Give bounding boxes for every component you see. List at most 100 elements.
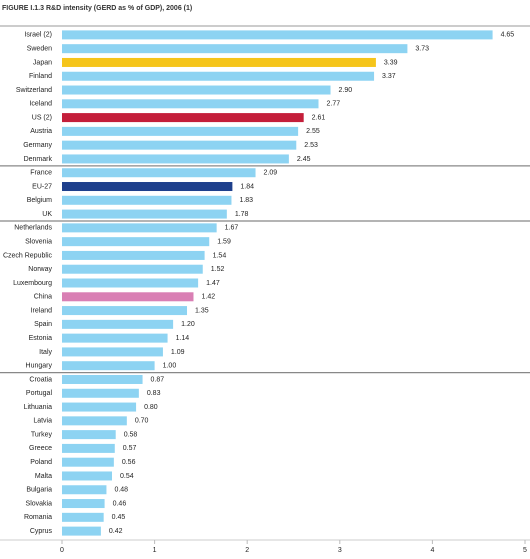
value-label: 1.59	[217, 238, 231, 245]
bar	[62, 319, 174, 329]
bar	[62, 182, 233, 192]
value-label: 0.80	[144, 404, 158, 411]
y-tick-label: Turkey	[31, 431, 53, 438]
bar	[62, 57, 376, 67]
value-label: 0.87	[151, 376, 165, 383]
value-label: 2.77	[327, 101, 341, 108]
y-tick-label: Hungary	[26, 363, 53, 370]
value-label: 0.46	[113, 500, 127, 507]
value-label: 1.00	[163, 363, 177, 370]
value-label: 0.56	[122, 459, 136, 466]
x-tick-label: 2	[245, 547, 249, 554]
value-label: 0.83	[147, 390, 161, 397]
bar	[62, 30, 493, 40]
value-label: 2.45	[297, 156, 311, 163]
value-label: 0.54	[120, 473, 134, 480]
bar	[62, 126, 299, 136]
bar	[62, 526, 101, 536]
bar	[62, 278, 199, 288]
y-tick-label: UK	[42, 211, 52, 218]
y-tick-label: Switzerland	[16, 87, 52, 94]
value-label: 3.39	[384, 59, 398, 66]
bar	[62, 402, 137, 412]
value-label: 2.09	[264, 170, 278, 177]
x-tick-label: 4	[430, 547, 434, 554]
value-label: 1.84	[240, 183, 254, 190]
bar	[62, 457, 114, 467]
y-tick-label: Malta	[35, 473, 52, 480]
value-label: 1.09	[171, 349, 185, 356]
y-tick-label: Ireland	[31, 307, 53, 314]
y-tick-label: Italy	[39, 349, 52, 356]
bar	[62, 250, 205, 260]
y-tick-label: Estonia	[29, 335, 52, 342]
y-tick-label: Japan	[33, 59, 52, 66]
value-label: 2.55	[306, 128, 320, 135]
x-tick-label: 0	[60, 547, 64, 554]
value-label: 0.58	[124, 431, 138, 438]
value-label: 2.90	[339, 87, 353, 94]
bar	[62, 140, 297, 150]
bar	[62, 306, 188, 316]
value-label: 1.20	[181, 321, 195, 328]
bar	[62, 154, 289, 164]
y-tick-label: Slovakia	[26, 500, 53, 507]
bar	[62, 347, 163, 357]
y-tick-label: Lithuania	[24, 404, 53, 411]
value-label: 4.65	[501, 32, 515, 39]
chart-title: FIGURE I.1.3 R&D intensity (GERD as % of…	[2, 5, 192, 12]
bar	[62, 333, 168, 343]
y-tick-label: China	[34, 294, 52, 301]
value-label: 1.14	[176, 335, 190, 342]
bar	[62, 485, 107, 495]
value-label: 2.61	[312, 114, 326, 121]
y-tick-label: Poland	[30, 459, 52, 466]
bar	[62, 361, 155, 371]
bar	[62, 388, 139, 398]
y-tick-label: Luxembourg	[13, 280, 52, 287]
y-tick-label: Finland	[29, 73, 52, 80]
bar	[62, 430, 116, 440]
bar	[62, 512, 104, 522]
y-tick-label: Belgium	[27, 197, 52, 204]
y-tick-label: Germany	[23, 142, 52, 149]
bar	[62, 237, 210, 247]
y-tick-label: Netherlands	[14, 225, 52, 232]
y-tick-label: Romania	[24, 514, 52, 521]
value-label: 2.53	[304, 142, 318, 149]
y-tick-label: Greece	[29, 445, 52, 452]
y-tick-label: Croatia	[29, 376, 52, 383]
y-tick-label: Austria	[30, 128, 52, 135]
bar	[62, 168, 256, 178]
y-tick-label: Latvia	[33, 418, 52, 425]
value-label: 1.54	[213, 252, 227, 259]
y-tick-label: Israel (2)	[24, 32, 52, 39]
y-tick-label: Slovenia	[25, 238, 52, 245]
bar	[62, 292, 194, 302]
x-tick-label: 1	[153, 547, 157, 554]
bar	[62, 416, 127, 426]
y-tick-label: Sweden	[27, 46, 52, 53]
value-label: 1.67	[225, 225, 239, 232]
x-tick-label: 3	[338, 547, 342, 554]
x-tick-label: 5	[523, 547, 527, 554]
bar	[62, 223, 217, 233]
bar	[62, 443, 115, 453]
value-label: 1.42	[201, 294, 215, 301]
value-label: 0.70	[135, 418, 149, 425]
y-tick-label: Norway	[28, 266, 52, 273]
bar	[62, 44, 408, 54]
bar	[62, 99, 319, 109]
value-label: 3.37	[382, 73, 396, 80]
value-label: 1.35	[195, 307, 209, 314]
bar	[62, 113, 304, 123]
y-tick-label: Bulgaria	[26, 487, 52, 494]
value-label: 0.57	[123, 445, 137, 452]
bar	[62, 71, 375, 81]
bar	[62, 499, 105, 509]
bar	[62, 374, 143, 384]
value-label: 1.78	[235, 211, 249, 218]
y-tick-label: EU-27	[32, 183, 52, 190]
y-tick-label: Iceland	[29, 101, 52, 108]
